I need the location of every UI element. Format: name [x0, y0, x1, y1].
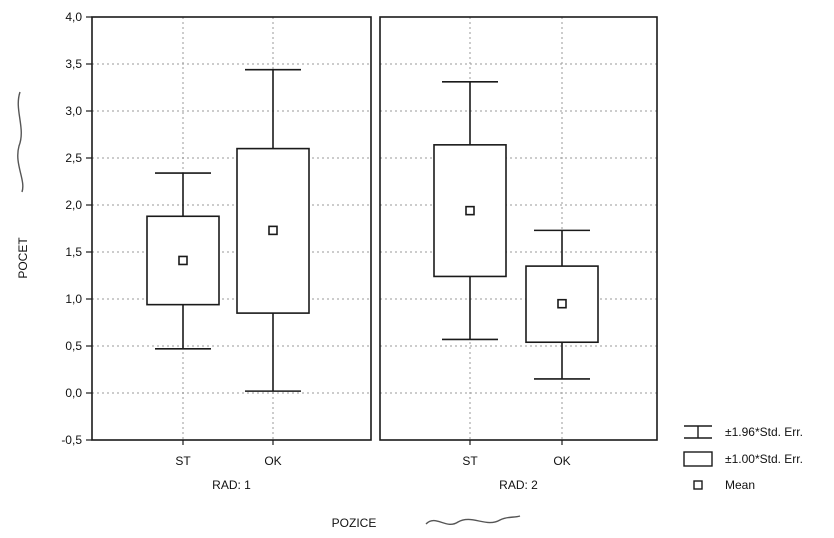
y-tick-label: 1,5 [65, 245, 82, 259]
legend-label: Mean [725, 478, 755, 492]
y-tick-label: 0,0 [65, 386, 82, 400]
legend-mean-icon [693, 480, 703, 490]
x-tick-label: ST [175, 454, 191, 468]
y-tick-label: 3,5 [65, 57, 82, 71]
panel-label: RAD: 2 [499, 478, 538, 492]
y-tick-label: 2,0 [65, 198, 82, 212]
legend-label: ±1.96*Std. Err. [725, 425, 803, 439]
y-tick-label: 4,0 [65, 10, 82, 24]
y-tick-label: 2,5 [65, 151, 82, 165]
panel-frame [91, 16, 372, 441]
y-tick-label: 3,0 [65, 104, 82, 118]
se-box [525, 265, 599, 344]
y-tick-label: -0,5 [61, 433, 82, 447]
y-axis-title: POCET [16, 237, 30, 279]
handwritten-mark [425, 515, 521, 525]
mean-marker [178, 255, 188, 266]
x-tick-label: OK [264, 454, 281, 468]
panel-label: RAD: 1 [212, 478, 251, 492]
x-axis-title: POZICE [332, 516, 377, 530]
mean-marker [465, 205, 475, 216]
mean-marker [268, 225, 278, 236]
mean-marker [557, 298, 567, 309]
legend-box-icon [683, 451, 713, 467]
handwritten-mark [17, 91, 24, 193]
y-tick-label: 1,0 [65, 292, 82, 306]
x-tick-label: ST [462, 454, 478, 468]
panel-frame [379, 16, 658, 441]
x-tick-label: OK [553, 454, 570, 468]
legend-label: ±1.00*Std. Err. [725, 452, 803, 466]
y-tick-label: 0,5 [65, 339, 82, 353]
